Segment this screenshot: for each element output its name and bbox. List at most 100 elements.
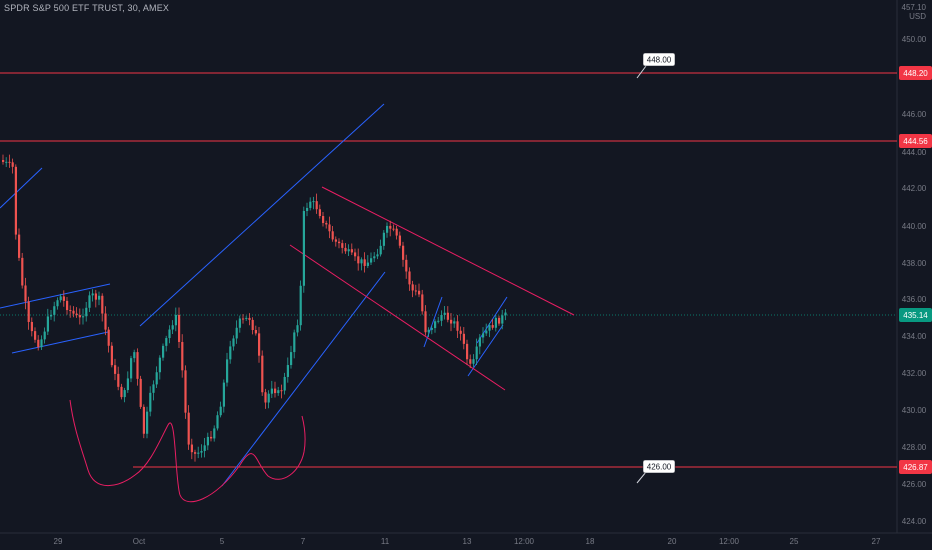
candle-body <box>475 346 478 360</box>
candle-body <box>190 444 193 453</box>
candle-body <box>181 341 184 371</box>
candle-body <box>146 411 149 434</box>
candle-body <box>62 296 65 301</box>
level-badge-mid: 444.56 <box>899 134 932 148</box>
trendline-left[interactable] <box>0 167 43 209</box>
callout-lower[interactable]: 426.00 <box>636 459 676 484</box>
candle-body <box>72 310 75 314</box>
candle-body <box>123 390 126 398</box>
candle-body <box>338 241 341 244</box>
candle-body <box>171 325 174 330</box>
price-tick-label: 428.00 <box>902 443 927 452</box>
price-tick-label: 442.00 <box>902 184 927 193</box>
candle-body <box>306 207 309 211</box>
candle-body <box>440 314 443 321</box>
time-tick-label: 20 <box>668 537 677 546</box>
candle-body <box>210 436 213 439</box>
candle-body <box>232 338 235 347</box>
candle-body <box>206 436 209 446</box>
channel-left-upper[interactable] <box>0 283 111 309</box>
candle-body <box>165 338 168 346</box>
candle-body <box>341 243 344 248</box>
candle-body <box>254 330 257 334</box>
candle-body <box>408 271 411 285</box>
candle-body <box>46 316 49 332</box>
candle-body <box>328 224 331 232</box>
candle-body <box>354 252 357 257</box>
price-tick-label: 426.00 <box>902 480 927 489</box>
trendline-long[interactable] <box>139 103 385 327</box>
candle-body <box>315 201 318 210</box>
candle-body <box>98 295 101 300</box>
price-tick-label: 450.00 <box>902 35 927 44</box>
channel-pink-lower[interactable] <box>289 244 506 391</box>
candle-body <box>37 339 40 348</box>
candle-body <box>462 333 465 344</box>
time-tick-label: 12:00 <box>514 537 535 546</box>
candle-body <box>200 451 203 453</box>
candle-body <box>213 428 216 439</box>
level-badge-upper-text: 448.20 <box>903 69 928 78</box>
candle-body <box>261 355 264 393</box>
candle-body <box>424 311 427 333</box>
candle-body <box>82 316 85 318</box>
candle-body <box>443 312 446 315</box>
candle-body <box>30 321 33 332</box>
price-tick-label: 446.00 <box>902 110 927 119</box>
time-tick-label: Oct <box>133 537 146 546</box>
candle-body <box>379 245 382 255</box>
candle-body <box>226 359 229 383</box>
candle-body <box>107 329 110 346</box>
candle-body <box>373 256 376 259</box>
candle-body <box>478 337 481 347</box>
time-axis[interactable]: 29 Oct 5 7 11 13 12:00 18 20 12:00 25 27 <box>54 537 881 546</box>
candle-body <box>264 392 267 403</box>
current-price-badge-text: 435.14 <box>903 311 928 320</box>
time-tick-label: 25 <box>790 537 799 546</box>
candle-body <box>370 258 373 263</box>
candle-body <box>130 358 133 379</box>
candle-body <box>283 376 286 391</box>
candle-body <box>203 445 206 452</box>
price-tick-label: 440.00 <box>902 222 927 231</box>
candle-body <box>414 290 417 292</box>
small-channel-line-a[interactable] <box>423 296 443 348</box>
candle-body <box>491 325 494 328</box>
candle-body <box>56 300 59 307</box>
candle-body <box>389 225 392 229</box>
candle-body <box>120 386 123 398</box>
candle-body <box>331 231 334 240</box>
candle-body <box>251 319 254 331</box>
price-tick-label: 430.00 <box>902 406 927 415</box>
candle-body <box>110 345 113 366</box>
candle-body <box>450 319 453 324</box>
symbol-title[interactable]: SPDR S&P 500 ETF TRUST, 30, AMEX <box>4 3 170 13</box>
candle-body <box>14 166 17 235</box>
candle-body <box>344 247 347 252</box>
candle-body <box>174 314 177 326</box>
candle-body <box>267 393 270 403</box>
price-axis[interactable]: 450.00 446.00 444.00 442.00 440.00 438.00 436.… <box>902 35 927 526</box>
candle-body <box>117 373 120 387</box>
candle-body <box>366 262 369 266</box>
candle-body <box>43 331 46 340</box>
candle-body <box>405 259 408 272</box>
time-tick-label: 12:00 <box>719 537 740 546</box>
callout-upper[interactable]: 448.00 <box>636 52 676 79</box>
channel-left-lower[interactable] <box>11 331 109 354</box>
drawn-curve[interactable] <box>69 399 306 503</box>
price-tick-label: 436.00 <box>902 295 927 304</box>
candle-body <box>91 293 94 296</box>
candle-body <box>152 384 155 393</box>
candle-body <box>162 345 165 358</box>
candle-body <box>437 320 440 322</box>
channel-pink-upper[interactable] <box>321 186 575 316</box>
candle-body <box>466 343 469 360</box>
trendline-rising[interactable] <box>221 271 386 487</box>
candle-body <box>334 239 337 242</box>
candle-body <box>155 372 158 385</box>
small-channel-line-b[interactable] <box>467 324 504 377</box>
price-tick-label: 432.00 <box>902 369 927 378</box>
